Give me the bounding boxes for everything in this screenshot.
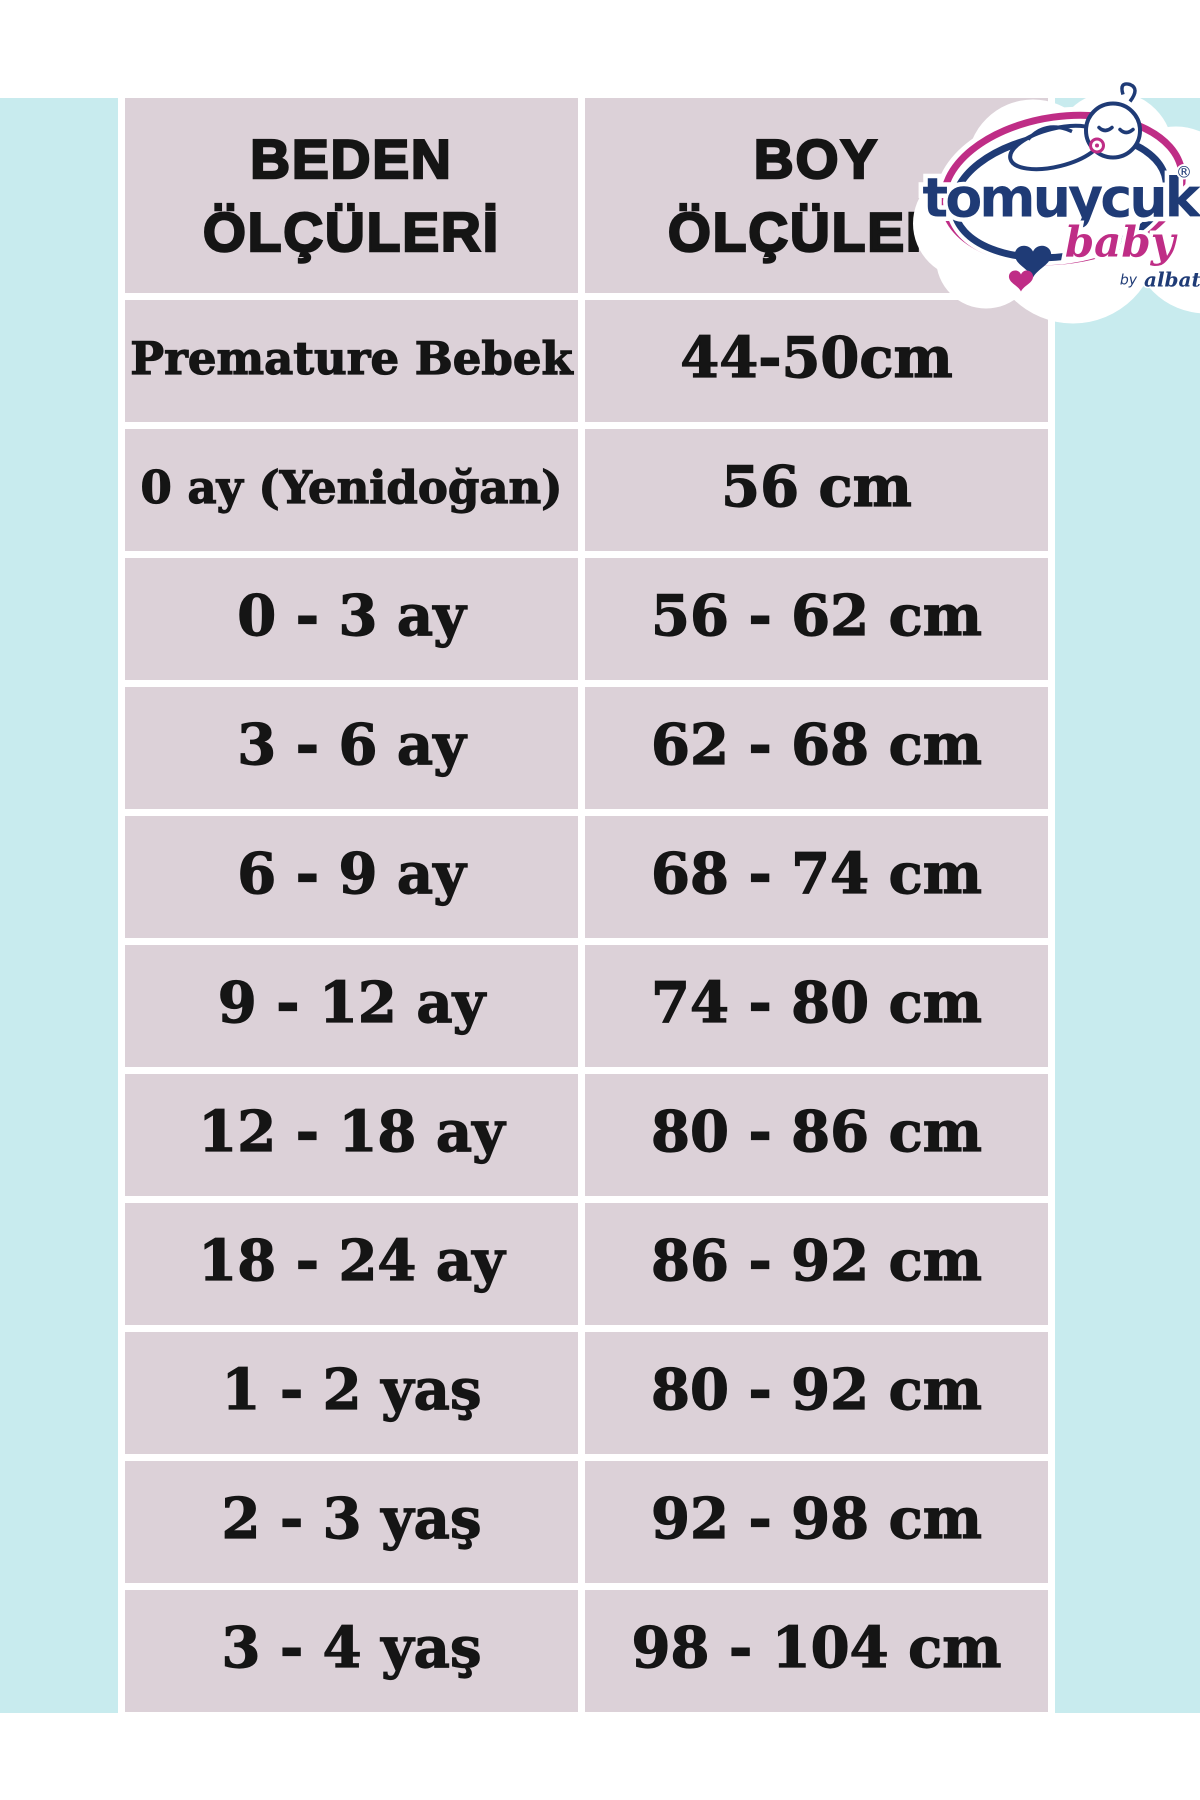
size-chart-table: BEDEN ÖLÇÜLERİ BOY ÖLÇÜLERİ Premature Be…	[118, 98, 1055, 1713]
size-cell: 0 - 3 ay	[125, 558, 578, 680]
size-cell: 6 - 9 ay	[125, 816, 578, 938]
height-cell: 74 - 80 cm	[585, 945, 1048, 1067]
height-cell: 92 - 98 cm	[585, 1461, 1048, 1583]
height-cell: 62 - 68 cm	[585, 687, 1048, 809]
size-cell: 1 - 2 yaş	[125, 1332, 578, 1454]
header-line: BOY	[753, 127, 880, 191]
size-cell: Premature Bebek	[125, 300, 578, 422]
brand-sub-baby: baby	[1065, 218, 1178, 267]
height-cell: 56 cm	[585, 429, 1048, 551]
registered-mark: ®	[1176, 163, 1192, 182]
brand-logo: tomuycuk ® baby by albatek	[913, 82, 1200, 324]
header-line: ÖLÇÜLERİ	[202, 199, 501, 263]
size-cell: 0 ay (Yenidoğan)	[125, 429, 578, 551]
brand-company: albatek	[1144, 268, 1200, 292]
brand-by: by	[1120, 273, 1138, 289]
size-cell: 3 - 6 ay	[125, 687, 578, 809]
size-cell: 12 - 18 ay	[125, 1074, 578, 1196]
height-cell: 98 - 104 cm	[585, 1590, 1048, 1712]
height-cell: 80 - 86 cm	[585, 1074, 1048, 1196]
size-cell: 3 - 4 yaş	[125, 1590, 578, 1712]
sleeping-baby-icon	[1008, 82, 1142, 172]
height-cell: 86 - 92 cm	[585, 1203, 1048, 1325]
header-beden-olculeri: BEDEN ÖLÇÜLERİ	[125, 98, 578, 293]
size-cell: 2 - 3 yaş	[125, 1461, 578, 1583]
height-cell: 80 - 92 cm	[585, 1332, 1048, 1454]
height-cell: 44-50cm	[585, 300, 1048, 422]
brand-wordmark: tomuycuk	[922, 167, 1200, 230]
swoosh-icon	[935, 106, 1191, 271]
height-cell: 68 - 74 cm	[585, 816, 1048, 938]
size-cell: 9 - 12 ay	[125, 945, 578, 1067]
height-cell: 56 - 62 cm	[585, 558, 1048, 680]
size-cell: 18 - 24 ay	[125, 1203, 578, 1325]
heart-icon	[1008, 245, 1052, 292]
header-line: BEDEN	[249, 127, 453, 191]
